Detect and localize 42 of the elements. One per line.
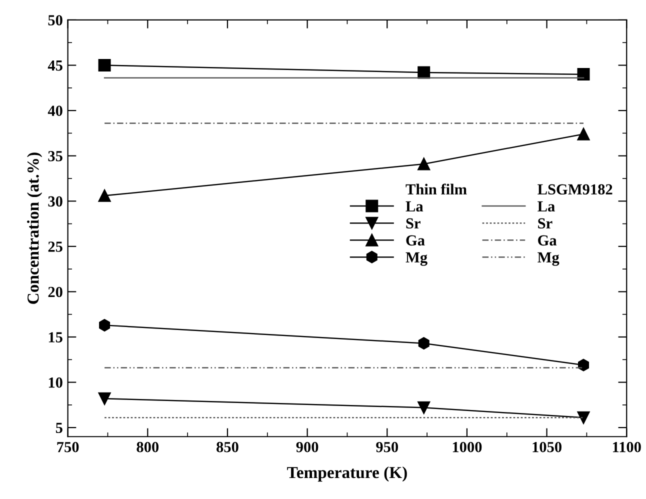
- y-tick-label: 15: [48, 332, 62, 342]
- legend-label: La: [538, 201, 555, 212]
- point: [418, 66, 430, 79]
- x-tick-label: 950: [376, 442, 398, 452]
- point: [98, 392, 111, 405]
- point: [418, 401, 430, 414]
- legend-label: Ga: [538, 235, 557, 246]
- x-tick-label: 900: [296, 442, 318, 452]
- y-tick-label: 45: [48, 60, 62, 71]
- legend-label: Mg: [538, 252, 560, 266]
- point: [418, 337, 430, 350]
- text: Thin film: [406, 184, 467, 194]
- y-tick-label: 35: [48, 151, 62, 162]
- point: [99, 318, 110, 332]
- y-tick-label: 25: [48, 242, 62, 252]
- legend-label: Sr: [538, 218, 552, 229]
- point: [577, 68, 590, 81]
- y-tick-label: 30: [48, 196, 62, 207]
- point: [98, 59, 111, 72]
- point: [578, 358, 590, 372]
- point: [418, 158, 430, 170]
- y-tick-label: 10: [48, 377, 62, 388]
- x-axis-title: Temperature (K): [287, 466, 407, 482]
- point: [577, 411, 590, 424]
- legend-label: Ga: [406, 235, 425, 246]
- point: [577, 128, 590, 140]
- text: LSGM9182: [538, 184, 612, 195]
- x-tick-label: 1050: [532, 442, 562, 452]
- x-tick-label: 800: [136, 442, 159, 452]
- x-tick-label: 1000: [452, 442, 482, 452]
- legend-label: Sr: [406, 218, 420, 229]
- legend-label: Mg: [406, 252, 428, 266]
- x-tick-label: 850: [216, 442, 238, 452]
- y-tick-label: 40: [48, 106, 62, 116]
- y-axis-title: Concentration (at.%): [27, 152, 42, 304]
- point: [98, 189, 111, 202]
- x-tick-label: 750: [57, 442, 79, 452]
- y-tick-label: 20: [48, 286, 62, 298]
- y-tick-label: 5: [56, 422, 62, 434]
- legend-label: La: [406, 201, 424, 212]
- y-tick-label: 50: [48, 15, 62, 26]
- x-tick-label: 1100: [612, 442, 641, 452]
